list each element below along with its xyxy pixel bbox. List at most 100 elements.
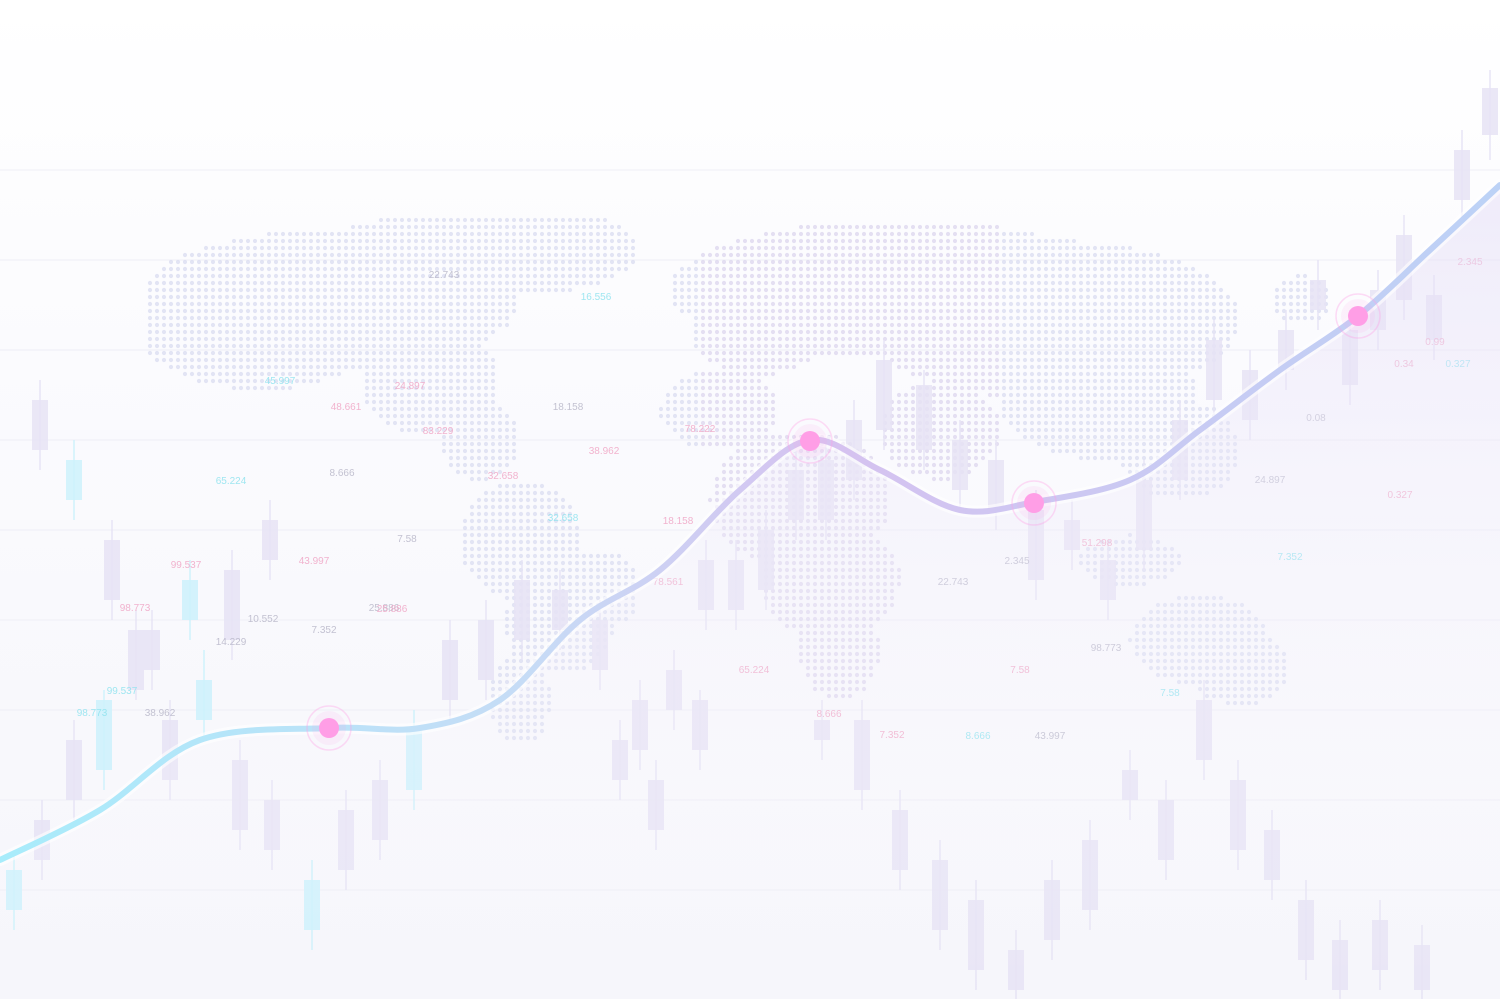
map-dot — [1127, 364, 1133, 370]
map-dot — [973, 378, 979, 384]
map-dot — [252, 273, 258, 279]
map-dot — [784, 434, 790, 440]
map-dot — [1064, 308, 1070, 314]
map-dot — [742, 315, 748, 321]
map-dot — [602, 231, 608, 237]
map-dot — [672, 406, 678, 412]
map-dot — [882, 245, 888, 251]
map-dot — [945, 364, 951, 370]
map-dot — [973, 364, 979, 370]
map-dot — [1148, 455, 1154, 461]
map-dot — [749, 294, 755, 300]
map-dot — [483, 378, 489, 384]
map-dot — [1092, 455, 1098, 461]
map-dot — [1295, 315, 1301, 321]
map-dot — [749, 343, 755, 349]
map-dot — [1029, 329, 1035, 335]
map-dot — [1050, 259, 1056, 265]
map-dot — [301, 371, 307, 377]
map-dot — [224, 301, 230, 307]
map-dot — [714, 322, 720, 328]
map-dot — [973, 392, 979, 398]
map-dot — [462, 385, 468, 391]
map-dot — [287, 357, 293, 363]
map-dot — [1001, 266, 1007, 272]
map-dot — [777, 357, 783, 363]
map-dot — [826, 259, 832, 265]
map-dot — [364, 287, 370, 293]
map-dot — [819, 308, 825, 314]
map-dot — [217, 364, 223, 370]
map-dot — [364, 392, 370, 398]
map-dot — [735, 322, 741, 328]
map-dot — [518, 525, 524, 531]
map-dot — [1022, 385, 1028, 391]
map-dot — [196, 364, 202, 370]
map-dot — [987, 238, 993, 244]
map-dot — [1015, 322, 1021, 328]
map-dot — [196, 280, 202, 286]
map-dot — [700, 273, 706, 279]
map-dot — [427, 399, 433, 405]
map-dot — [1176, 350, 1182, 356]
map-dot — [441, 329, 447, 335]
map-dot — [308, 350, 314, 356]
map-dot — [770, 350, 776, 356]
map-dot — [329, 287, 335, 293]
map-dot — [980, 343, 986, 349]
map-dot — [875, 259, 881, 265]
map-dot — [1141, 343, 1147, 349]
map-dot — [903, 427, 909, 433]
map-dot — [301, 273, 307, 279]
map-dot — [938, 406, 944, 412]
map-dot — [896, 329, 902, 335]
map-dot — [1001, 273, 1007, 279]
map-dot — [1176, 294, 1182, 300]
map-dot — [1071, 259, 1077, 265]
map-dot — [812, 259, 818, 265]
map-dot — [504, 448, 510, 454]
map-dot — [511, 273, 517, 279]
map-dot — [1029, 259, 1035, 265]
map-dot — [546, 238, 552, 244]
map-dot — [700, 294, 706, 300]
map-dot — [469, 420, 475, 426]
map-dot — [847, 238, 853, 244]
map-dot — [413, 301, 419, 307]
map-dot — [238, 294, 244, 300]
map-dot — [805, 224, 811, 230]
map-dot — [210, 280, 216, 286]
map-dot — [1015, 371, 1021, 377]
map-dot — [182, 280, 188, 286]
map-dot — [1001, 336, 1007, 342]
map-dot — [252, 364, 258, 370]
map-dot — [238, 343, 244, 349]
map-dot — [378, 245, 384, 251]
map-dot — [931, 315, 937, 321]
map-dot — [266, 350, 272, 356]
map-dot — [770, 364, 776, 370]
map-dot — [581, 245, 587, 251]
map-dot — [938, 434, 944, 440]
map-dot — [1148, 371, 1154, 377]
map-dot — [945, 322, 951, 328]
map-dot — [805, 329, 811, 335]
map-dot — [917, 329, 923, 335]
map-dot — [378, 287, 384, 293]
map-dot — [686, 392, 692, 398]
map-dot — [742, 280, 748, 286]
map-dot — [539, 546, 545, 552]
map-dot — [931, 301, 937, 307]
map-dot — [490, 224, 496, 230]
map-dot — [448, 448, 454, 454]
map-dot — [784, 280, 790, 286]
map-dot — [210, 266, 216, 272]
map-dot — [980, 273, 986, 279]
map-dot — [1078, 441, 1084, 447]
map-dot — [1134, 273, 1140, 279]
map-dot — [434, 357, 440, 363]
map-dot — [1106, 448, 1112, 454]
map-dot — [1190, 287, 1196, 293]
map-dot — [329, 252, 335, 258]
map-dot — [560, 546, 566, 552]
